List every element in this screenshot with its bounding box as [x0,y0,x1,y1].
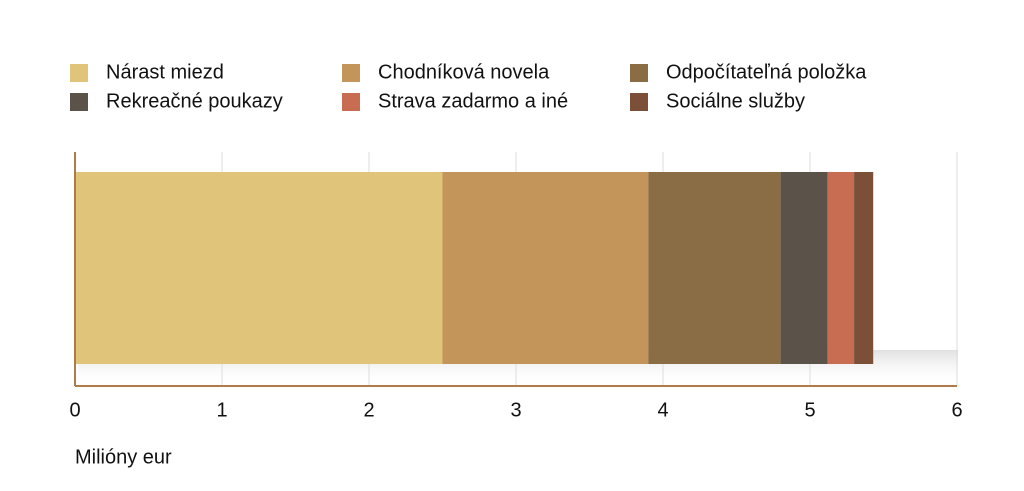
legend-swatch [342,93,360,111]
legend-label: Nárast miezd [106,61,224,83]
x-tick-label: 1 [216,399,227,421]
bar-segment [827,172,855,364]
legend-swatch [630,93,648,111]
x-axis-title: Milióny eur [75,446,172,468]
legend-label: Rekreačné poukazy [106,90,283,112]
legend-swatch [342,64,360,82]
bar-segment [648,172,781,364]
bar-segment [75,172,443,364]
x-tick-label: 4 [657,399,668,421]
bar-segment [780,172,828,364]
legend-swatch [70,64,88,82]
bar-segment [442,172,649,364]
x-tick-label: 2 [363,399,374,421]
x-tick-label: 3 [510,399,521,421]
legend-label: Odpočítateľná položka [666,61,867,83]
legend-swatch [630,64,648,82]
legend-label: Chodníková novela [378,61,550,83]
x-tick-label: 5 [804,399,815,421]
legend-swatch [70,93,88,111]
x-tick-label: 0 [69,399,80,421]
legend-label: Sociálne služby [666,90,805,112]
x-tick-label: 6 [951,399,962,421]
bar-segment [854,172,874,364]
legend-label: Strava zadarmo a iné [378,90,568,112]
